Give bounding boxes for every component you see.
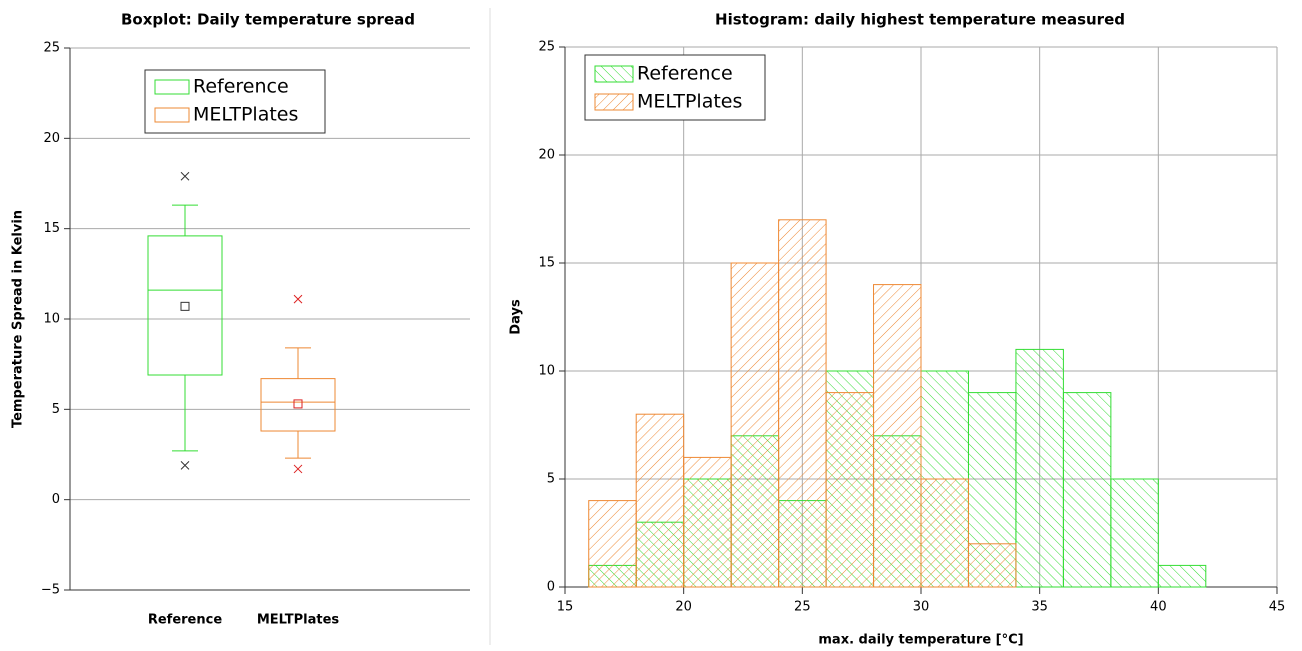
y-tick-label: 20 (538, 148, 555, 163)
x-tick-label: 30 (913, 600, 930, 615)
bar (920, 478, 969, 588)
bar (588, 500, 637, 588)
y-tick-label: 15 (43, 221, 60, 236)
y-tick-label: 25 (538, 40, 555, 55)
y-tick-label: 10 (538, 364, 555, 379)
y-tick-label: 5 (547, 472, 555, 487)
x-tick-label: 20 (675, 600, 692, 615)
bar (1110, 478, 1159, 588)
bar (635, 413, 685, 588)
legend-swatch (154, 107, 190, 123)
y-tick-label: −5 (41, 583, 60, 598)
bar (1015, 348, 1064, 588)
legend-label: MELTPlates (193, 104, 298, 126)
legend-swatch (594, 93, 634, 111)
y-tick-label: 0 (52, 492, 60, 507)
mean-marker (293, 399, 303, 409)
chart-title: Boxplot: Daily temperature spread (121, 11, 415, 29)
outlier (293, 294, 303, 304)
bar (778, 219, 827, 588)
y-axis-label: Temperature Spread in Kelvin (11, 210, 26, 428)
outlier (180, 171, 190, 181)
y-tick-label: 0 (547, 580, 555, 595)
bar (825, 392, 875, 588)
box (260, 378, 336, 432)
bar (1062, 392, 1112, 588)
outlier (293, 464, 303, 474)
x-tick-label: 40 (1150, 600, 1167, 615)
legend-swatch (594, 65, 634, 83)
y-tick-label: 10 (43, 312, 60, 327)
legend-label: Reference (193, 76, 289, 98)
legend-swatch (154, 79, 190, 95)
mean-marker (180, 301, 190, 311)
x-tick-label: 25 (794, 600, 811, 615)
box (147, 235, 223, 376)
bar (873, 284, 922, 588)
y-tick-label: 20 (43, 131, 60, 146)
x-tick-label: 15 (557, 600, 574, 615)
outlier (180, 460, 190, 470)
x-axis-label: max. daily temperature [°C] (818, 633, 1023, 648)
y-axis-label: Days (509, 299, 524, 335)
legend-label: MELTPlates (637, 91, 742, 113)
legend-label: Reference (637, 63, 733, 85)
bar (967, 543, 1017, 588)
y-tick-label: 25 (43, 41, 60, 56)
y-tick-label: 5 (52, 402, 60, 417)
bar (730, 262, 780, 588)
x-tick-label: 45 (1269, 600, 1286, 615)
x-tick-label: MELTPlates (257, 613, 340, 628)
bar (1157, 564, 1207, 588)
x-tick-label: Reference (148, 613, 222, 628)
x-tick-label: 35 (1031, 600, 1048, 615)
chart-title: Histogram: daily highest temperature mea… (715, 11, 1125, 29)
y-tick-label: 15 (538, 256, 555, 271)
bar (683, 456, 732, 588)
